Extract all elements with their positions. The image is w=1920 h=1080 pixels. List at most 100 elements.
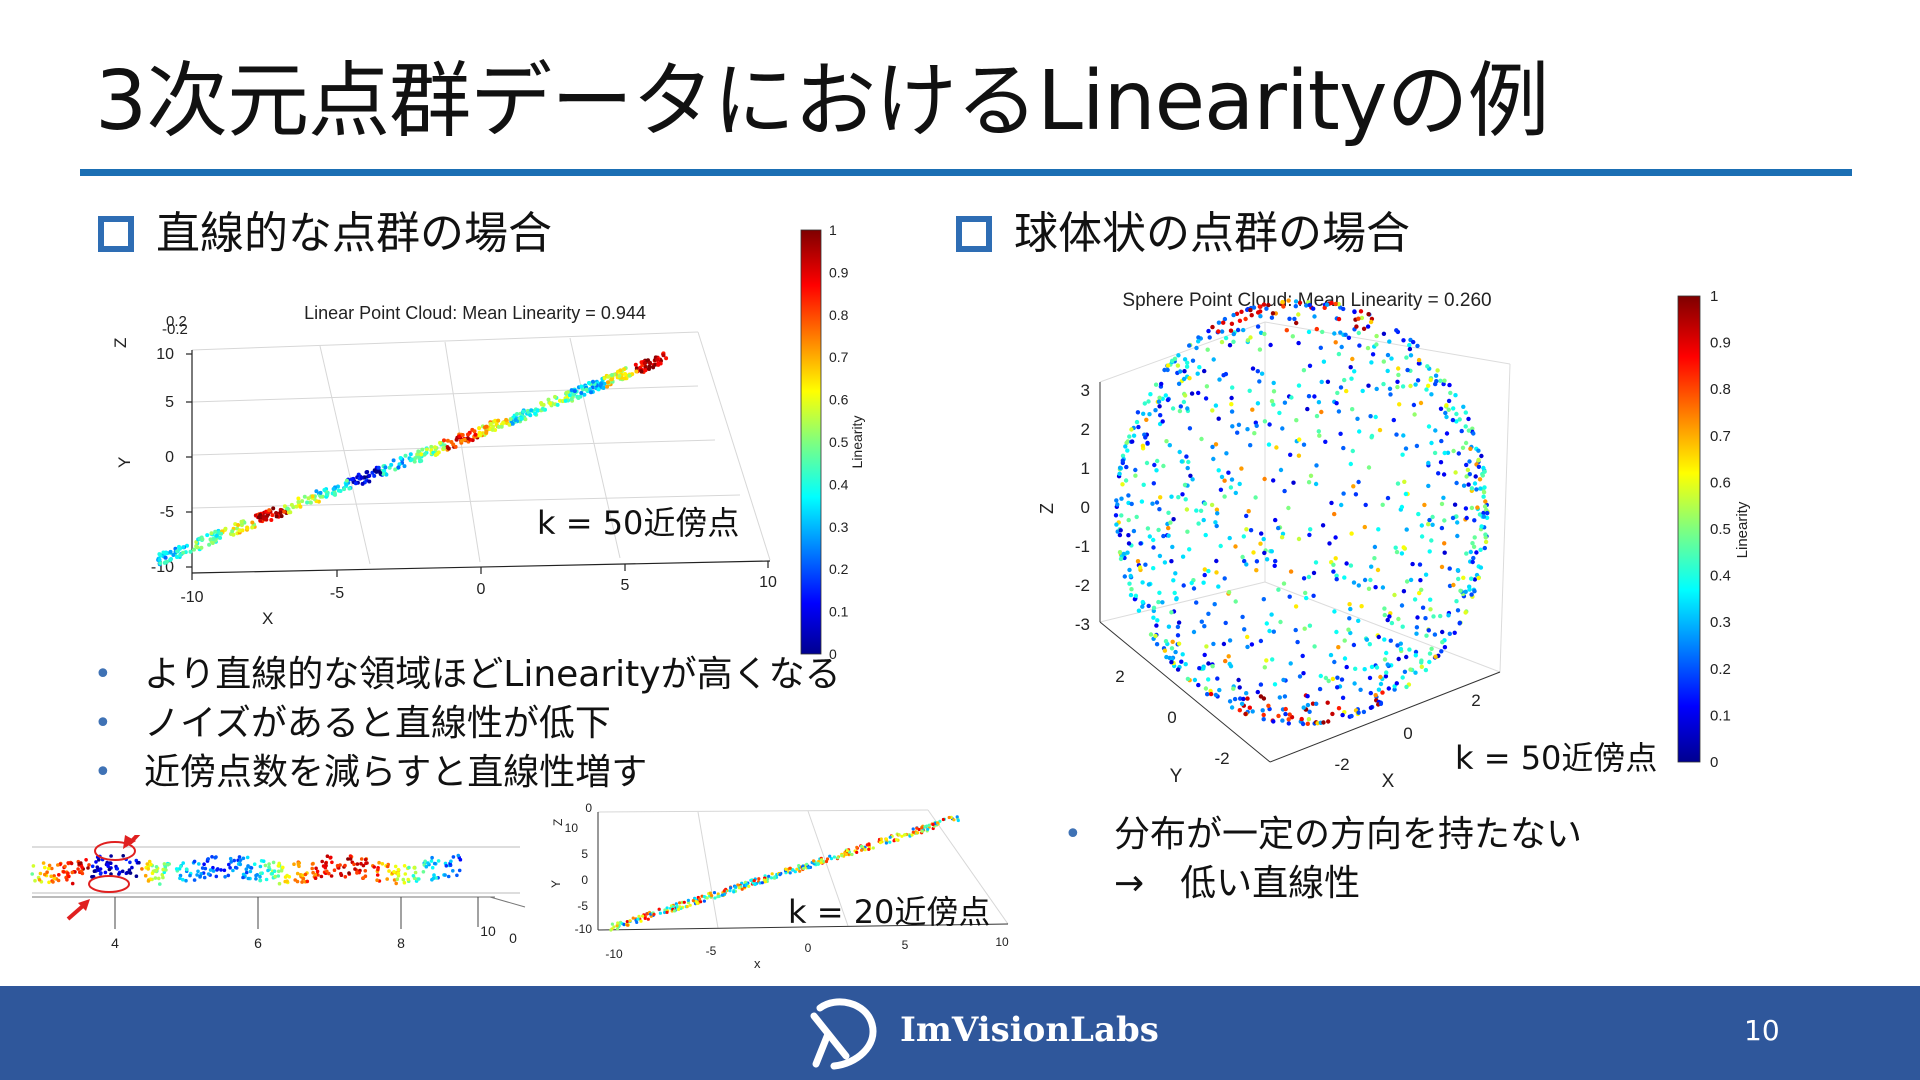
top-tick-1: 0.2 [166,313,187,330]
x-tick: -5 [330,585,344,602]
x-tick: 10 [759,574,777,591]
x-tick: -10 [180,589,203,606]
z-tick: 1 [1081,459,1090,478]
sphere-point-cloud-plot: Sphere Point Cloud: Mean Linearity = 0.2… [1037,290,1511,792]
colorbar-tick: 0.9 [829,264,849,280]
y-tick: 0 [165,449,174,466]
svg-text:-5: -5 [706,944,717,958]
zoom-tick: 10 [480,923,496,939]
bullet-item: • 近傍点数を減らすと直線性増す [90,748,841,797]
colorbar-tick: 0 [1710,754,1718,770]
left-bullet-list: • より直線的な領域ほどLinearityが高くなる • ノイズがあると直線性が低下… [90,650,841,797]
right-section-heading: 球体状の点群の場合 [956,206,1410,262]
colorbar-tick: 0.4 [1710,568,1731,585]
zoom-tick: 8 [397,935,405,951]
colorbar-tick: 0.6 [1710,474,1731,491]
logo-text: ImVisionLabs [900,1010,1159,1050]
z-axis-label: Z [1037,503,1057,514]
bullet-item: • ノイズがあると直線性が低下 [90,699,841,748]
colorbar-tick: 0.3 [1710,614,1731,631]
zoom-tick: 6 [254,935,262,951]
zoom-tick: 0 [509,930,517,946]
svg-text:-5: -5 [577,899,588,913]
z-tick: -1 [1075,537,1090,556]
footer-bar [0,986,1920,1080]
linear-point-cloud-plot: Linear Point Cloud: Mean Linearity = 0.9… [111,303,777,628]
linear-points [156,351,669,567]
colorbar-tick: 1 [1710,290,1718,305]
z-axis-label: Z [111,338,130,348]
svg-text:-10: -10 [575,922,593,936]
colorbar-tick: 0.8 [829,307,849,323]
x-tick: 5 [621,577,630,594]
svg-text:0: 0 [581,873,588,887]
colorbar-tick: 0.3 [829,519,849,535]
bullet-dot: • [1064,817,1082,852]
svg-text:-2: -2 [1214,749,1229,768]
svg-text:-2: -2 [1334,755,1349,774]
highlight-ellipse-top [94,841,136,861]
right-k-label: k = 50近傍点 [1455,739,1658,777]
svg-text:2: 2 [1115,667,1124,686]
red-arrow-icon [123,835,136,849]
svg-text:Z: Z [551,819,565,826]
y-tick: -10 [151,559,174,576]
svg-text:0: 0 [585,801,592,815]
colorbar-tick: 0.5 [1710,521,1731,538]
page-number: 10 [1744,1014,1780,1047]
slide-title: 3次元点群データにおけるLinearityの例 [95,54,1549,149]
left-section-heading: 直線的な点群の場合 [98,206,552,262]
svg-text:5: 5 [581,847,588,861]
y-tick: 10 [156,346,174,363]
zoom-tick: 4 [111,935,119,951]
colorbar-label: Linearity [849,416,865,469]
bullet-item: • より直線的な領域ほどLinearityが高くなる [90,650,841,699]
y-axis-label: Y [115,457,134,468]
svg-text:0: 0 [1167,708,1176,727]
z-tick: -2 [1075,576,1090,595]
svg-text:2: 2 [1471,691,1480,710]
x-tick: 0 [477,581,486,598]
colorbar-tick: 0.6 [829,392,849,408]
colorbar-tick: 0 [829,646,837,662]
left-colorbar: 1 0.9 0.8 0.7 0.6 0.5 0.4 0.3 0.2 0.1 0 Linearity [800,222,865,662]
imvisionlabs-logo-icon [810,998,877,1070]
y-tick: -5 [160,504,174,521]
small-linear-plot: Z Y 0 10 5 0 -5 -10 -10 -5 0 5 10 x [549,801,1009,971]
z-tick: 3 [1081,381,1090,400]
right-colorbar: 1 0.9 0.8 0.7 0.6 0.5 0.4 0.3 0.2 0.1 0 Linearity [1677,290,1751,770]
left-heading-text: 直線的な点群の場合 [156,208,552,259]
bullet-item: • 分布が一定の方向を持たない [1060,810,1582,859]
svg-text:0: 0 [805,941,812,955]
svg-text:10: 10 [995,935,1009,949]
svg-text:x: x [754,956,761,971]
left-k-label: k = 50近傍点 [537,504,740,542]
svg-text:-10: -10 [605,947,623,961]
colorbar-tick: 0.7 [1710,428,1731,445]
colorbar-tick: 0.9 [1710,335,1731,352]
red-arrow-icon [78,899,90,911]
colorbar-tick: 0.7 [829,349,849,365]
z-tick: 2 [1081,420,1090,439]
colorbar-tick: 0.4 [829,476,849,492]
colorbar-tick: 0.8 [1710,381,1731,398]
bullet-dot: • [94,706,112,741]
square-bullet-icon [98,216,134,252]
colorbar-tick: 0.2 [1710,661,1731,678]
z-tick: -3 [1075,615,1090,634]
z-tick: 0 [1081,498,1090,517]
colorbar-tick: 0.2 [829,561,849,577]
colorbar-tick: 0.1 [829,604,849,620]
colorbar-tick: 0.1 [1710,707,1731,724]
right-heading-text: 球体状の点群の場合 [1014,208,1410,259]
y-tick: 5 [165,394,174,411]
svg-text:0: 0 [1403,724,1412,743]
svg-text:5: 5 [902,938,909,952]
colorbar-tick: 1 [829,222,837,238]
colorbar-label: Linearity [1734,501,1751,558]
bullet-item: •→ 低い直線性 [1114,863,1361,904]
svg-text:X: X [1382,771,1395,792]
title-underline [80,169,1852,176]
svg-text:Y: Y [549,880,563,888]
right-bullet-list: •分布が一定の方向を持たない •→ 低い直線性 [1060,810,1582,908]
